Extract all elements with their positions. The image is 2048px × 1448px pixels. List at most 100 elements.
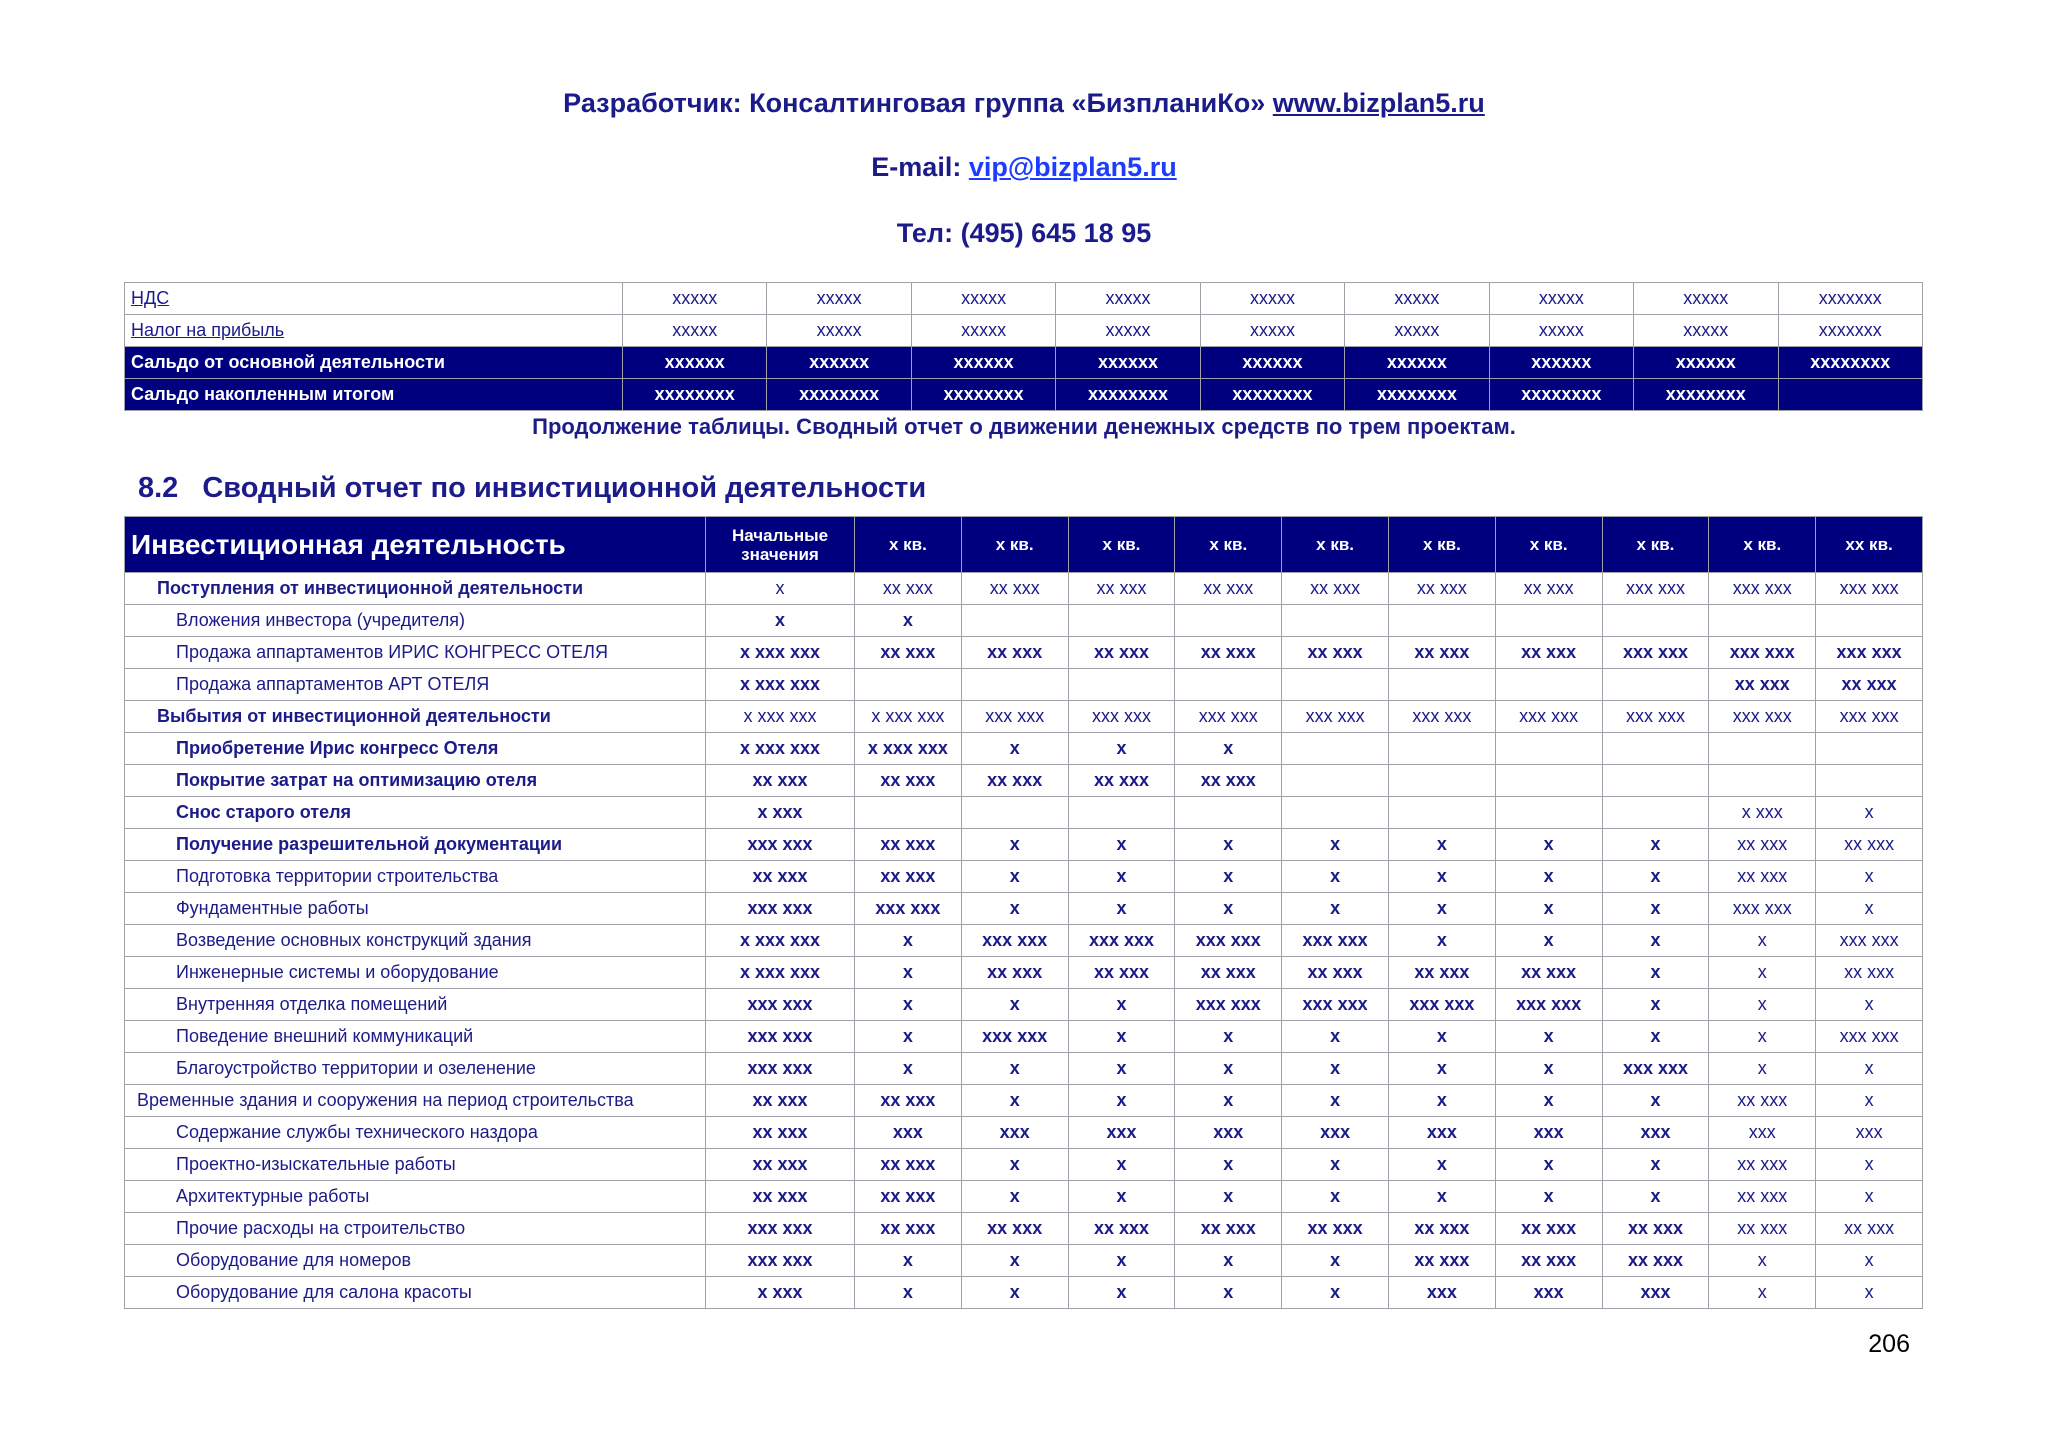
cell: ххх ххх — [1067, 924, 1176, 957]
row-label: Возведение основных конструкций здания — [124, 924, 706, 957]
cell: ххх — [1494, 1276, 1603, 1309]
table-row: Сальдо накопленным итогом xxxxxxxx xxxxxxx… — [124, 378, 1923, 411]
cell: х — [1601, 860, 1710, 893]
row-label: Оборудование для номеров — [124, 1244, 706, 1277]
cell: х — [1601, 1084, 1710, 1117]
cell — [1494, 764, 1603, 797]
table-row: Оборудование для салона красоты х ххх х х х х… — [124, 1276, 1923, 1309]
cell: xxxxxxx — [1777, 314, 1923, 347]
cell: хх ххх — [854, 1212, 962, 1245]
row-label: Внутренняя отделка помещений — [124, 988, 706, 1021]
cell: х — [854, 604, 962, 637]
cell: xxxxxxxx — [910, 378, 1057, 411]
cell: xxxxxx — [1199, 346, 1346, 379]
cell: xxxxxxx — [1777, 282, 1923, 315]
investment-table: Инвестиционная деятельность Начальные зна… — [124, 516, 1923, 1309]
cell: х — [1067, 1084, 1176, 1117]
cell: х ххх ххх — [705, 700, 855, 733]
table-row: Временные здания и сооружения на период … — [124, 1084, 1923, 1117]
cell: хх ххх — [1281, 1212, 1389, 1245]
cell: хх ххх — [1387, 1244, 1496, 1277]
cell: xxxxx — [621, 314, 768, 347]
cell: х — [854, 924, 962, 957]
table-caption: Продолжение таблицы. Сводный отчет о дви… — [532, 414, 1516, 439]
table-row: Продажа аппартаментов ИРИС КОНГРЕСС ОТЕЛ… — [124, 636, 1923, 669]
row-label: Архитектурные работы — [124, 1180, 706, 1213]
cell: хх ххх — [1708, 1180, 1817, 1213]
cell: хх ххх — [1708, 668, 1817, 701]
developer: Разработчик: Консалтинговая группа «Бизп… — [563, 88, 1266, 118]
cell: ххх — [1601, 1276, 1710, 1309]
row-label: Приобретение Ирис конгресс Отеля — [124, 732, 706, 765]
cell: хх ххх — [1281, 636, 1389, 669]
cell: xxxxx — [1055, 282, 1201, 315]
section-title: Сводный отчет по инвистиционной деятельн… — [202, 472, 927, 504]
row-label: Получение разрешительной документации — [124, 828, 706, 861]
cell: xxxxx — [1488, 314, 1635, 347]
cell: хх ххх — [960, 956, 1069, 989]
cell — [1281, 764, 1389, 797]
table-row: Поведение внешний коммуникаций ххх ххх х хх… — [124, 1020, 1923, 1053]
cell: х — [854, 1244, 962, 1277]
cell — [1281, 668, 1389, 701]
cell: х — [1067, 1020, 1176, 1053]
cell: хх ххх — [1174, 764, 1283, 797]
site-link[interactable]: www.bizplan5.ru — [1272, 88, 1485, 118]
cell: xxxxx — [621, 282, 768, 315]
cell: ххх ххх — [1281, 988, 1389, 1021]
cell: хх ххх — [1708, 860, 1817, 893]
cell: х — [960, 1084, 1069, 1117]
header-cell: х кв. — [1174, 516, 1283, 573]
cell: ххх — [1067, 1116, 1176, 1149]
cell: хх ххх — [1708, 1148, 1817, 1181]
cell — [1281, 796, 1389, 829]
row-label: Выбытия от инвестиционной деятельности — [124, 700, 706, 733]
cell: ххх — [1387, 1276, 1496, 1309]
cell: х — [1281, 1244, 1389, 1277]
cell: хх ххх — [1494, 956, 1603, 989]
cell: х — [1494, 1148, 1603, 1181]
row-label: Продажа аппартаментов АРТ ОТЕЛЯ — [124, 668, 706, 701]
cell: xxxxx — [910, 314, 1057, 347]
cell: х — [960, 1148, 1069, 1181]
row-label: Налог на прибыль — [124, 314, 623, 347]
cell: ххх ххх — [705, 1244, 855, 1277]
cell — [1815, 604, 1923, 637]
cell: х ххх ххх — [705, 956, 855, 989]
cell: хх ххх — [1601, 1212, 1710, 1245]
cell: хх ххх — [1387, 1212, 1496, 1245]
cell: х — [1387, 1020, 1496, 1053]
cell: ххх — [1494, 1116, 1603, 1149]
cell: х — [1281, 1084, 1389, 1117]
cell: xxxxx — [766, 314, 912, 347]
cell: xxxxx — [1199, 282, 1346, 315]
row-label: Проектно-изыскательные работы — [124, 1148, 706, 1181]
header-cell: х кв. — [1494, 516, 1603, 573]
table-row: НДС xxxxx xxxxx xxxxx xxxxx xxxxx xxxxx xxxxx xx… — [124, 282, 1923, 315]
cell: х — [1708, 924, 1817, 957]
cell: хх ххх — [1174, 956, 1283, 989]
cell: х — [1494, 924, 1603, 957]
header-cell: х кв. — [1281, 516, 1389, 573]
cell: xxxxx — [1633, 282, 1779, 315]
cell: х — [1387, 1084, 1496, 1117]
cell: х — [1067, 1244, 1176, 1277]
cell: х — [1174, 860, 1283, 893]
cell — [1494, 796, 1603, 829]
row-label: Фундаментные работы — [124, 892, 706, 925]
cell — [1777, 378, 1923, 411]
cell: хх ххх — [1067, 572, 1176, 605]
cell: х — [960, 988, 1069, 1021]
cell: х — [1174, 1276, 1283, 1309]
cell — [1601, 668, 1710, 701]
cell: х — [1387, 1148, 1496, 1181]
cell: ххх ххх — [1708, 700, 1817, 733]
cell: х — [1174, 1052, 1283, 1085]
cell — [1281, 732, 1389, 765]
email-link[interactable]: vip@bizplan5.ru — [968, 152, 1177, 182]
cell: х — [1281, 1148, 1389, 1181]
header-cell: х кв. — [1067, 516, 1176, 573]
cell: xxxxxxxx — [1777, 346, 1923, 379]
cell — [960, 796, 1069, 829]
cell: х — [1281, 892, 1389, 925]
